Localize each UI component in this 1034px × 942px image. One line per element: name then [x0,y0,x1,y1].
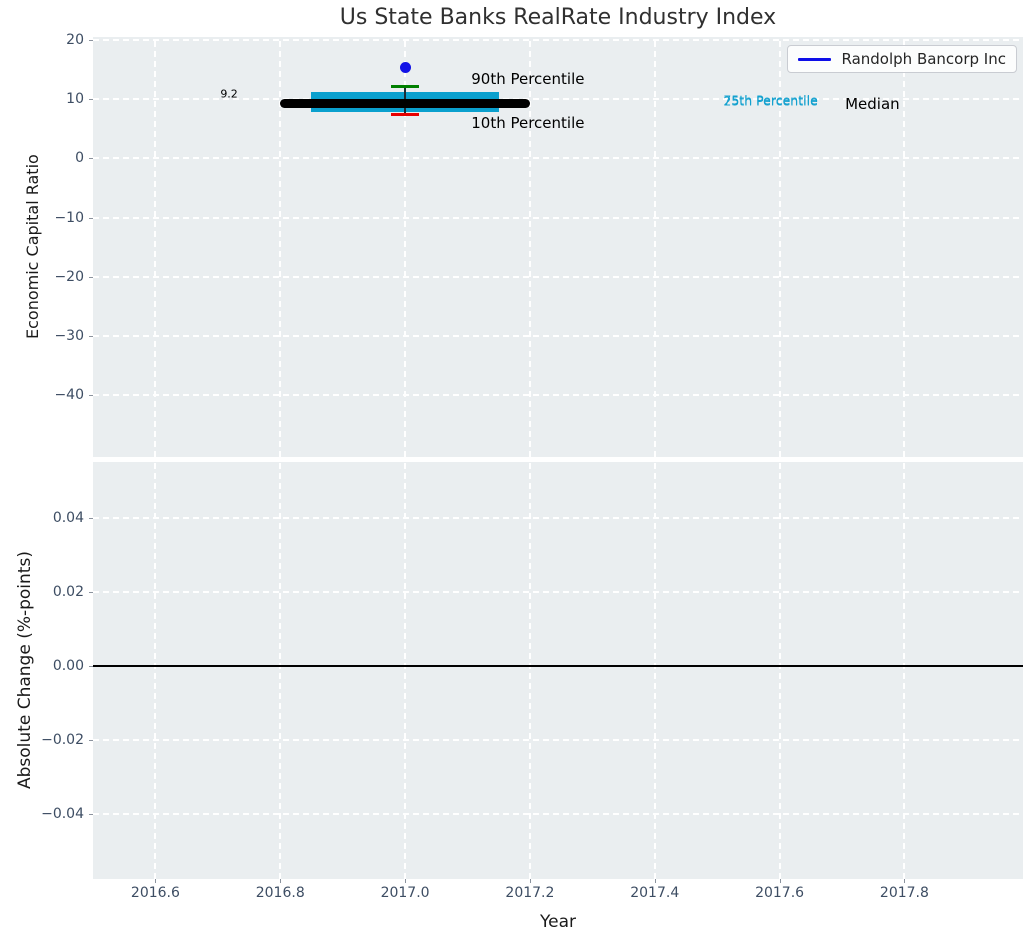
x-tick-label: 2016.6 [130,885,180,901]
x-tick-label: 2017.6 [755,885,805,901]
y-tick-mark [89,591,93,593]
y-tick-mark [89,336,93,338]
y-tick-mark [89,217,93,219]
gridline-horizontal [93,738,1023,741]
y-tick-label: 0.02 [52,583,84,600]
gridline-vertical [903,462,906,879]
gridline-vertical [279,37,282,457]
gridline-horizontal [93,335,1023,338]
y-axis-label-top: Economic Capital Ratio [23,154,42,340]
x-tick-mark [654,879,656,883]
x-tick-mark [779,879,781,883]
y-tick-mark [89,739,93,741]
x-tick-mark [155,879,157,883]
y-axis-label-bottom: Absolute Change (%-points) [15,551,35,790]
y-tick-label: −10 [54,209,84,226]
gridline-vertical [778,462,781,879]
y-tick-label: −0.02 [41,731,84,748]
y-tick-label: −0.04 [41,805,84,822]
gridline-vertical [528,37,531,457]
top-axes: Randolph Bancorp Inc 9.2 90th Percentile 1… [93,37,1023,457]
gridline-vertical [404,37,407,457]
x-tick-label: 2017.0 [380,885,430,901]
y-tick-mark [89,39,93,41]
y-tick-mark [89,158,93,160]
gridline-horizontal [93,38,1023,41]
y-tick-mark [89,517,93,519]
y-tick-label: 10 [66,91,84,108]
gridline-vertical [154,37,157,457]
x-tick-mark [405,879,407,883]
gridline-vertical [404,462,407,879]
gridline-horizontal [93,516,1023,519]
y-tick-mark [89,395,93,397]
gridline-vertical [279,462,282,879]
gridline-horizontal [93,98,1023,101]
gridline-horizontal [93,812,1023,815]
y-tick-label: −20 [54,268,84,285]
gridline-horizontal [93,275,1023,278]
y-tick-label: 0.00 [52,657,84,674]
annotation-median: Median [845,94,900,113]
gridline-horizontal [93,590,1023,593]
legend-label: Randolph Bancorp Inc [841,50,1006,68]
y-tick-label: −40 [54,387,84,404]
company-data-point [399,62,411,74]
gridline-vertical [154,462,157,879]
y-tick-label: 0.04 [52,509,84,526]
chart-title: Us State Banks RealRate Industry Index [339,5,777,30]
annotation-75th-percentile: 75th Percentile [723,92,818,108]
x-axis-label: Year [540,912,576,932]
x-tick-mark [280,879,282,883]
x-tick-label: 2017.2 [505,885,555,901]
y-tick-label: −30 [54,328,84,345]
bottom-axes [93,462,1023,879]
y-tick-mark [89,813,93,815]
gridline-horizontal [93,394,1023,397]
annotation-10th-percentile: 10th Percentile [471,114,585,133]
gridline-horizontal [93,157,1023,160]
x-tick-label: 2016.8 [255,885,305,901]
legend: Randolph Bancorp Inc [787,45,1017,73]
gridline-vertical [778,37,781,457]
p10-cap [391,113,419,117]
x-tick-mark [529,879,531,883]
gridline-horizontal [93,216,1023,219]
annotation-90th-percentile: 90th Percentile [471,70,585,89]
gridline-vertical [903,37,906,457]
annotation-9-2: 9.2 [220,87,238,101]
legend-line-swatch [798,57,832,61]
gridline-vertical [653,37,656,457]
gridline-vertical [653,462,656,879]
gridline-vertical [528,462,531,879]
median-line [280,99,530,109]
x-tick-label: 2017.4 [630,885,680,901]
y-tick-mark [89,99,93,101]
y-tick-label: 20 [66,31,84,48]
y-tick-label: 0 [75,150,84,167]
zero-line [93,664,1023,667]
p90-cap [391,84,419,88]
y-tick-mark [89,276,93,278]
annotation-25th-percentile: 25th Percentile [723,93,818,109]
y-tick-mark [89,665,93,667]
x-tick-label: 2017.8 [879,885,929,901]
x-tick-mark [904,879,906,883]
